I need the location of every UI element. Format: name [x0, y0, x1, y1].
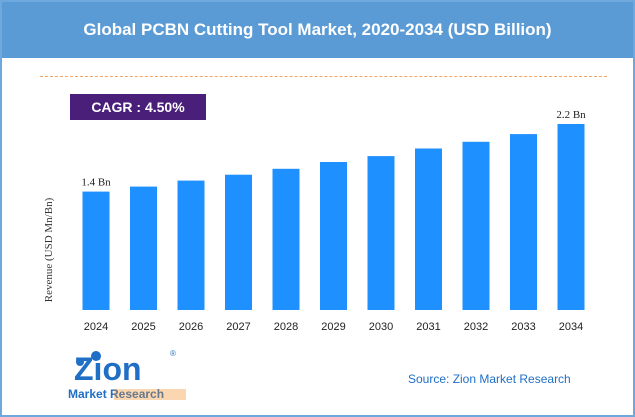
x-tick-2030: 2030 [369, 321, 393, 333]
x-tick-2029: 2029 [321, 321, 345, 333]
x-tick-2025: 2025 [131, 321, 155, 333]
data-label-2034: 2.2 Bn [556, 109, 586, 121]
x-tick-2028: 2028 [274, 321, 298, 333]
bar-2032 [462, 141, 490, 310]
title-divider [40, 76, 607, 77]
x-tick-2031: 2031 [416, 321, 440, 333]
x-tick-2027: 2027 [226, 321, 250, 333]
bar-2025 [130, 186, 157, 310]
bar-2027 [225, 174, 252, 310]
bar-2029 [320, 162, 347, 310]
bar-2024 [82, 191, 110, 310]
x-tick-2032: 2032 [464, 321, 488, 333]
y-axis-label: Revenue (USD Mn/Bn) [43, 197, 55, 302]
cagr-badge: CAGR : 4.50% [70, 94, 206, 120]
bar-2026 [177, 180, 205, 310]
x-tick-2024: 2024 [84, 321, 108, 333]
x-tick-2033: 2033 [511, 321, 535, 333]
data-label-2024: 1.4 Bn [81, 177, 111, 189]
zion-logo: Zion ® Market Research [66, 349, 190, 401]
x-tick-2034: 2034 [559, 321, 583, 333]
logo-word: Zion [74, 351, 142, 387]
bar-2028 [272, 168, 300, 310]
bar-2033 [510, 134, 537, 310]
logo-registered: ® [170, 349, 176, 358]
chart-title: Global PCBN Cutting Tool Market, 2020-20… [2, 2, 633, 58]
bar-2030 [367, 156, 395, 310]
bar-2031 [415, 148, 442, 310]
x-tick-2026: 2026 [179, 321, 203, 333]
bar-2034 [557, 124, 585, 310]
source-note: Source: Zion Market Research [408, 372, 571, 386]
logo-tagline: Market Research [68, 387, 164, 401]
